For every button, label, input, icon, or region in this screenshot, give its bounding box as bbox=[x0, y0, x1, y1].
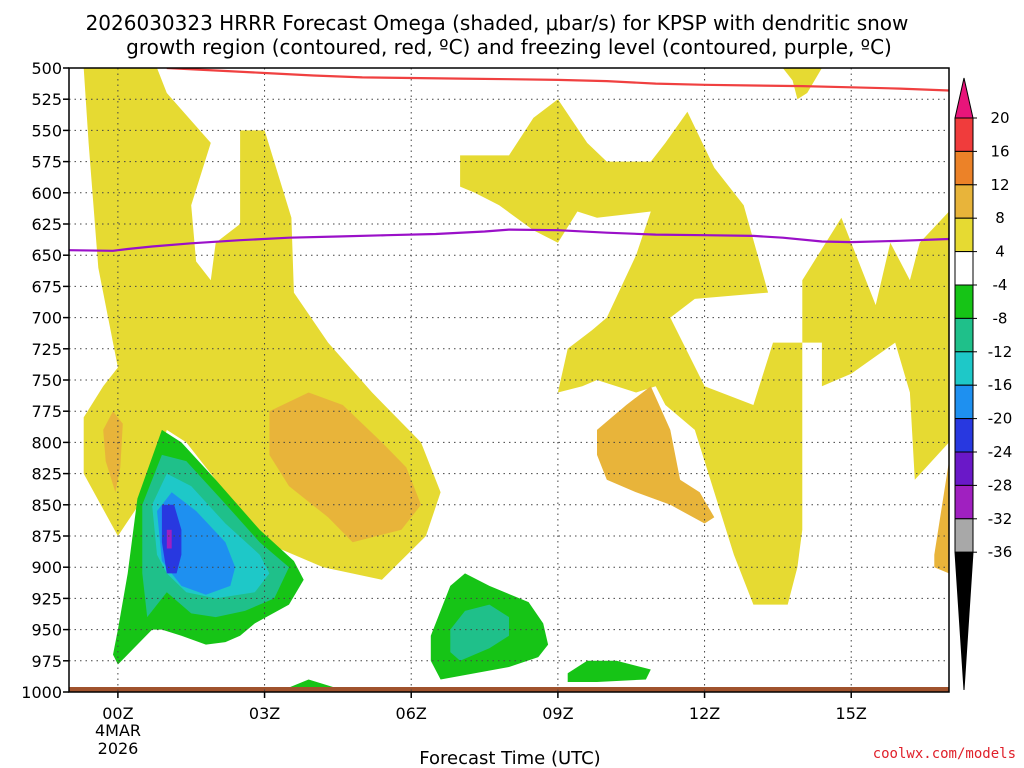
y-tick-label: 525 bbox=[31, 90, 62, 109]
y-axis: 500 525 550 575 600 625 650 675 700 725 750 775 800 8… bbox=[21, 59, 69, 702]
dendritic-growth-line bbox=[166, 68, 949, 92]
colorbar-bin bbox=[954, 184, 974, 219]
colorbar-bin bbox=[954, 484, 974, 520]
x-tick-label: 12Z bbox=[689, 704, 720, 723]
y-tick-label: 800 bbox=[31, 433, 62, 452]
colorbar-bin bbox=[954, 117, 974, 152]
omega-region-7 bbox=[934, 461, 949, 574]
colorbar-bin bbox=[954, 384, 974, 420]
colorbar-bin bbox=[954, 317, 974, 353]
colorbar-label: 4 bbox=[995, 243, 1005, 261]
date-label-year: 2026 bbox=[98, 739, 139, 758]
colorbar-bin bbox=[954, 251, 974, 286]
colorbar-label: -12 bbox=[988, 343, 1013, 361]
surface-band-layer bbox=[69, 687, 949, 692]
y-tick-label: 500 bbox=[31, 59, 62, 78]
x-tick-label: 06Z bbox=[396, 704, 427, 723]
colorbar-bin bbox=[954, 284, 974, 319]
y-tick-label: 925 bbox=[31, 589, 62, 608]
colorbar-bin bbox=[954, 518, 974, 553]
omega-region-16 bbox=[567, 660, 651, 682]
x-tick-label: 09Z bbox=[542, 704, 573, 723]
omega-region-6 bbox=[597, 386, 715, 524]
freezing-level-line bbox=[69, 228, 949, 252]
x-axis-title: Forecast Time (UTC) bbox=[419, 748, 600, 768]
colorbar-bin bbox=[954, 418, 974, 453]
colorbar-label: -36 bbox=[988, 543, 1013, 561]
colorbar-label: -8 bbox=[993, 309, 1008, 327]
colorbar-bottom-arrow bbox=[954, 551, 974, 691]
omega-region-15 bbox=[450, 604, 509, 661]
y-tick-label: 700 bbox=[31, 309, 62, 328]
omega-region-13 bbox=[166, 529, 172, 549]
colorbar-label: -20 bbox=[988, 410, 1013, 428]
x-tick-label: 15Z bbox=[836, 704, 867, 723]
y-tick-label: 825 bbox=[31, 465, 62, 484]
y-tick-label: 550 bbox=[31, 121, 62, 140]
x-tick-label: 03Z bbox=[249, 704, 280, 723]
credit-link[interactable]: coolwx.com/models bbox=[873, 746, 1016, 762]
colorbar-bin bbox=[954, 351, 974, 386]
y-tick-label: 1000 bbox=[21, 683, 62, 702]
colorbar-label: 12 bbox=[990, 176, 1009, 194]
y-tick-label: 625 bbox=[31, 215, 62, 234]
colorbar-label: 20 bbox=[990, 109, 1009, 127]
colorbar-bin bbox=[954, 451, 974, 486]
grid bbox=[69, 68, 949, 692]
colorbar-label: 16 bbox=[990, 142, 1009, 160]
colorbar-bin bbox=[954, 150, 974, 186]
colorbar-top-arrow bbox=[954, 77, 974, 119]
colorbar-label: -24 bbox=[988, 443, 1013, 461]
y-tick-label: 950 bbox=[31, 621, 62, 640]
chart-title-line1: 2026030323 HRRR Forecast Omega (shaded, … bbox=[86, 11, 909, 35]
date-label-month: 4MAR bbox=[95, 721, 141, 740]
colorbar-label: 8 bbox=[995, 209, 1005, 227]
y-tick-label: 575 bbox=[31, 153, 62, 172]
y-tick-label: 975 bbox=[31, 652, 62, 671]
colorbar-bin bbox=[954, 217, 974, 253]
y-tick-label: 600 bbox=[31, 184, 62, 203]
colorbar: 20 16 12 8 4 -4 -8 -12 -16 -20 -24 -28 -32 -36 bbox=[954, 77, 1013, 691]
colorbar-label: -28 bbox=[988, 476, 1013, 494]
y-tick-label: 875 bbox=[31, 527, 62, 546]
colorbar-label: -16 bbox=[988, 376, 1013, 394]
x-axis: 00Z 03Z 06Z 09Z 12Z 15Z bbox=[102, 692, 867, 723]
surface-band bbox=[69, 687, 949, 692]
y-tick-label: 725 bbox=[31, 340, 62, 359]
omega-shading bbox=[83, 68, 949, 692]
y-tick-label: 775 bbox=[31, 402, 62, 421]
x-tick-label: 00Z bbox=[102, 704, 133, 723]
contour-lines bbox=[69, 68, 949, 252]
plot-area bbox=[68, 67, 950, 693]
colorbar-label: -32 bbox=[988, 510, 1013, 528]
colorbar-label: -4 bbox=[993, 276, 1008, 294]
chart-title-line2: growth region (contoured, red, ºC) and f… bbox=[126, 35, 892, 59]
y-tick-label: 750 bbox=[31, 371, 62, 390]
y-tick-label: 850 bbox=[31, 496, 62, 515]
omega-region-4 bbox=[782, 68, 822, 100]
y-tick-label: 650 bbox=[31, 246, 62, 265]
y-tick-label: 675 bbox=[31, 277, 62, 296]
y-tick-label: 900 bbox=[31, 558, 62, 577]
